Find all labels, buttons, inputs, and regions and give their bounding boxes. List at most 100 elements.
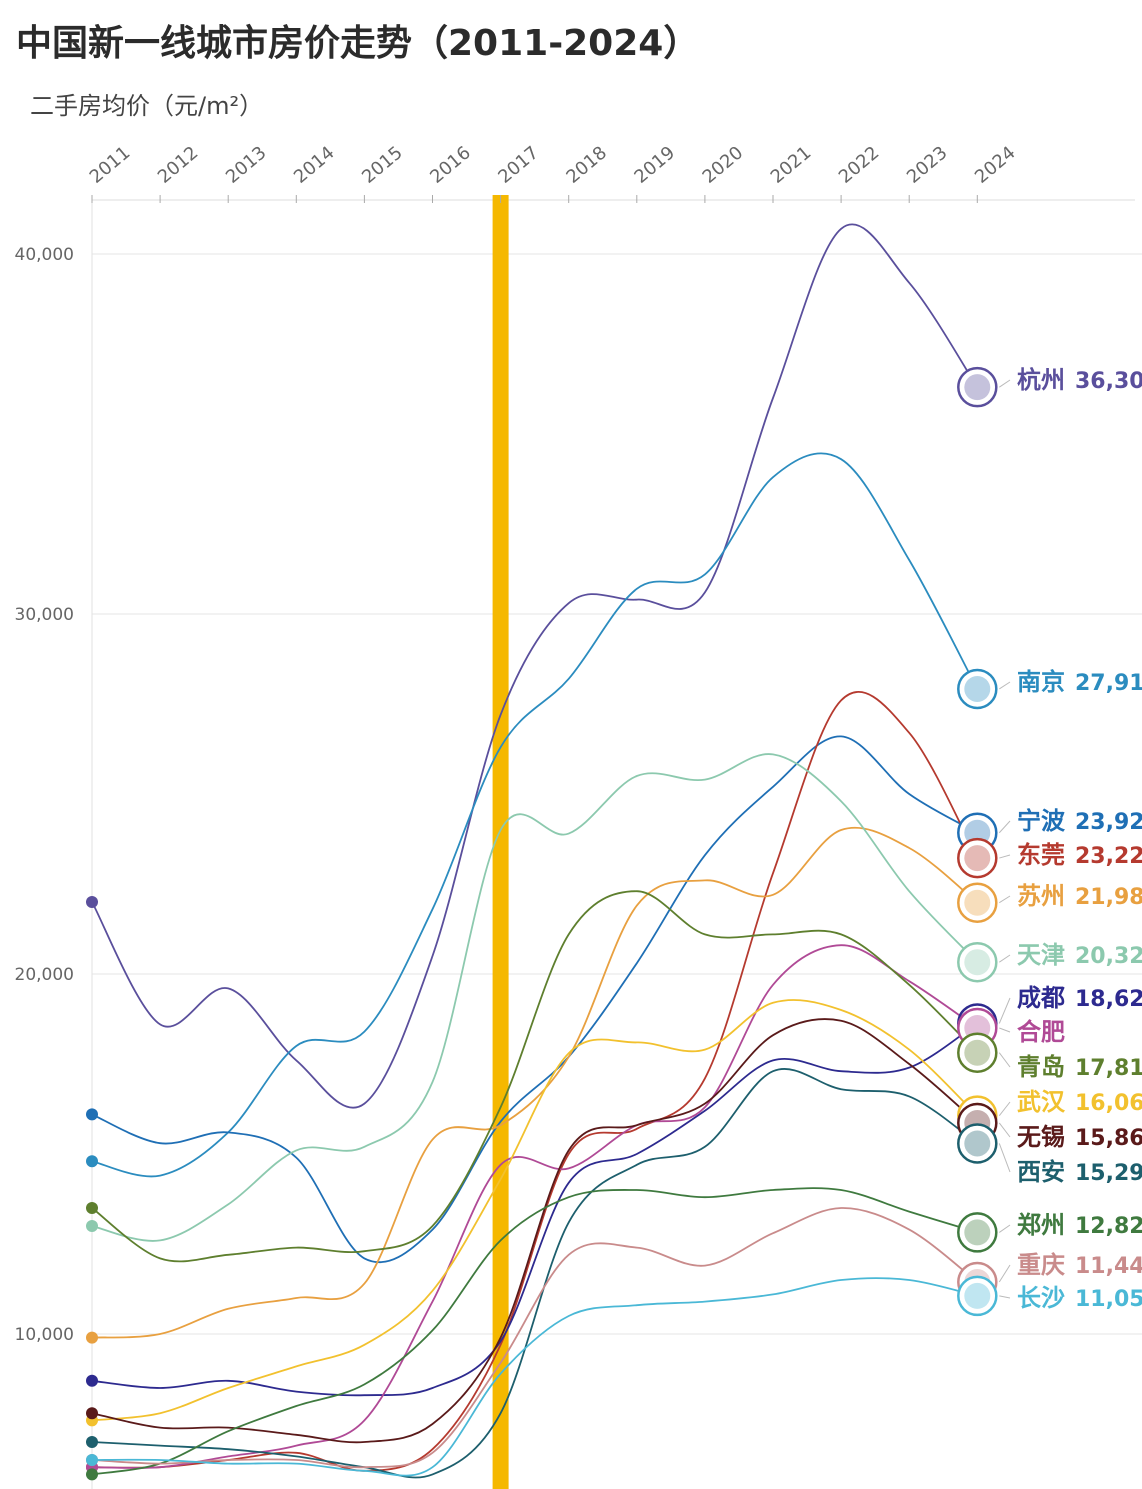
series-end-badge-0 bbox=[957, 366, 998, 408]
series-line-8 bbox=[91, 890, 979, 1263]
series-name-label-7: 合肥 bbox=[1017, 1018, 1065, 1046]
series-start-marker-12 bbox=[86, 1468, 98, 1481]
series-value-label-8: 17,813 bbox=[1075, 1056, 1142, 1081]
series-label-leader-1 bbox=[999, 681, 1011, 690]
x-tick-label: 2017 bbox=[494, 142, 543, 188]
series-line-5 bbox=[91, 753, 979, 1242]
series-label-leader-7 bbox=[999, 1027, 1011, 1033]
x-tick-label: 2014 bbox=[290, 142, 339, 188]
series-name-label-13: 重庆 bbox=[1017, 1251, 1065, 1279]
series-line-9 bbox=[91, 999, 979, 1422]
y-tick-label: 40,000 bbox=[15, 245, 74, 265]
series-line-0 bbox=[91, 223, 979, 1109]
series-end-badge-8 bbox=[957, 1032, 998, 1073]
series-label-leader-11 bbox=[998, 1143, 1011, 1173]
series-start-marker-5 bbox=[86, 1220, 98, 1232]
series-value-label-3: 23,220 bbox=[1075, 844, 1142, 869]
series-end-badge-4 bbox=[957, 882, 998, 923]
series-start-marker-2 bbox=[86, 1108, 98, 1121]
series-label-leader-6 bbox=[998, 997, 1011, 1024]
series-end-badge-14 bbox=[957, 1275, 998, 1317]
series-labels: 杭州 36,301 南京 27,918 宁波 23,924 东莞 23,220 苏州 21,980… bbox=[998, 366, 1142, 1312]
x-tick-label: 2023 bbox=[903, 142, 952, 188]
series-start-marker-4 bbox=[86, 1331, 98, 1344]
series-name-label-12: 郑州 bbox=[1017, 1211, 1065, 1239]
series-value-label-10: 15,862 bbox=[1075, 1126, 1142, 1151]
series-start-marker-8 bbox=[86, 1202, 98, 1214]
chart-subtitle: 二手房均价（元/m²） bbox=[30, 92, 264, 120]
series-name-label-6: 成都 bbox=[1017, 984, 1065, 1012]
series-label-leader-13 bbox=[998, 1264, 1011, 1283]
series-label-leader-2 bbox=[998, 820, 1011, 834]
x-tick-label: 2013 bbox=[222, 142, 271, 188]
series-start-marker-11 bbox=[86, 1436, 98, 1448]
series-line-3 bbox=[91, 691, 979, 1472]
x-tick-label: 2022 bbox=[835, 142, 884, 188]
series-line-1 bbox=[91, 452, 979, 1178]
chart-title: 中国新一线城市房价走势（2011-2024） bbox=[16, 23, 700, 64]
series-label-leader-10 bbox=[998, 1122, 1011, 1138]
series-start-marker-10 bbox=[86, 1407, 98, 1420]
series-end-badge-11 bbox=[957, 1123, 998, 1164]
series-value-label-1: 27,918 bbox=[1075, 671, 1142, 696]
series-name-label-4: 苏州 bbox=[1017, 882, 1065, 910]
y-tick-label: 30,000 bbox=[15, 605, 74, 625]
series-name-label-9: 武汉 bbox=[1017, 1088, 1066, 1116]
series-label-leader-4 bbox=[999, 895, 1011, 904]
series-line-12 bbox=[91, 1187, 979, 1476]
axis-ticks: 2011 2012 2013 2014 2015 2016 2017 2018 2019 2020… bbox=[15, 142, 1020, 1345]
series-name-label-0: 杭州 bbox=[1017, 366, 1065, 394]
highlight-layer bbox=[492, 195, 509, 1489]
series-end-badge-5 bbox=[957, 941, 998, 983]
series-start-marker-0 bbox=[86, 896, 98, 908]
x-tick-label: 2020 bbox=[699, 142, 748, 188]
series-line-4 bbox=[91, 826, 979, 1339]
series-end-badge-3 bbox=[957, 837, 998, 879]
series-name-label-11: 西安 bbox=[1017, 1158, 1065, 1186]
series-name-label-10: 无锡 bbox=[1017, 1123, 1065, 1151]
x-tick-label: 2024 bbox=[971, 142, 1020, 188]
series-end-badge-1 bbox=[957, 668, 998, 710]
x-tick-label: 2021 bbox=[767, 142, 816, 188]
series-markers bbox=[86, 366, 998, 1481]
series-label-leader-9 bbox=[998, 1101, 1011, 1116]
series-line-13 bbox=[91, 1207, 979, 1469]
x-tick-label: 2011 bbox=[86, 142, 135, 188]
series-value-label-13: 11,444 bbox=[1075, 1254, 1142, 1279]
series-name-label-5: 天津 bbox=[1017, 941, 1065, 969]
series-start-marker-1 bbox=[86, 1155, 98, 1168]
series-value-label-4: 21,980 bbox=[1075, 885, 1142, 910]
series-name-label-1: 南京 bbox=[1017, 668, 1065, 696]
series-line-10 bbox=[91, 1018, 979, 1444]
highlight-year-bar bbox=[492, 195, 509, 1489]
series-line-7 bbox=[91, 944, 979, 1469]
x-tick-label: 2018 bbox=[562, 142, 611, 188]
series-name-label-8: 青岛 bbox=[1017, 1053, 1065, 1081]
x-tick-label: 2012 bbox=[154, 142, 203, 188]
x-tick-label: 2016 bbox=[426, 142, 475, 188]
x-tick-label: 2019 bbox=[631, 142, 680, 188]
series-value-label-2: 23,924 bbox=[1075, 810, 1142, 835]
series-value-label-9: 16,065 bbox=[1075, 1091, 1142, 1116]
x-tick-label: 2015 bbox=[358, 142, 407, 188]
series-name-label-14: 长沙 bbox=[1017, 1284, 1065, 1312]
series-name-label-2: 宁波 bbox=[1017, 807, 1066, 835]
series-line-2 bbox=[91, 735, 979, 1264]
series-value-label-0: 36,301 bbox=[1075, 369, 1142, 394]
series-end-badge-12 bbox=[957, 1212, 998, 1253]
series-value-label-14: 11,058 bbox=[1075, 1287, 1142, 1312]
series-name-label-3: 东莞 bbox=[1017, 841, 1065, 869]
series-label-leader-5 bbox=[999, 954, 1011, 963]
series-lines bbox=[91, 223, 979, 1479]
series-label-leader-0 bbox=[999, 379, 1011, 388]
series-label-leader-14 bbox=[999, 1295, 1011, 1299]
y-tick-label: 20,000 bbox=[15, 965, 74, 985]
series-label-leader-8 bbox=[998, 1052, 1011, 1068]
series-line-11 bbox=[91, 1068, 979, 1479]
series-label-leader-3 bbox=[999, 854, 1011, 859]
series-value-label-11: 15,292 bbox=[1075, 1161, 1142, 1186]
series-label-leader-12 bbox=[999, 1224, 1011, 1233]
series-start-marker-6 bbox=[86, 1374, 98, 1387]
y-tick-label: 10,000 bbox=[15, 1325, 74, 1345]
